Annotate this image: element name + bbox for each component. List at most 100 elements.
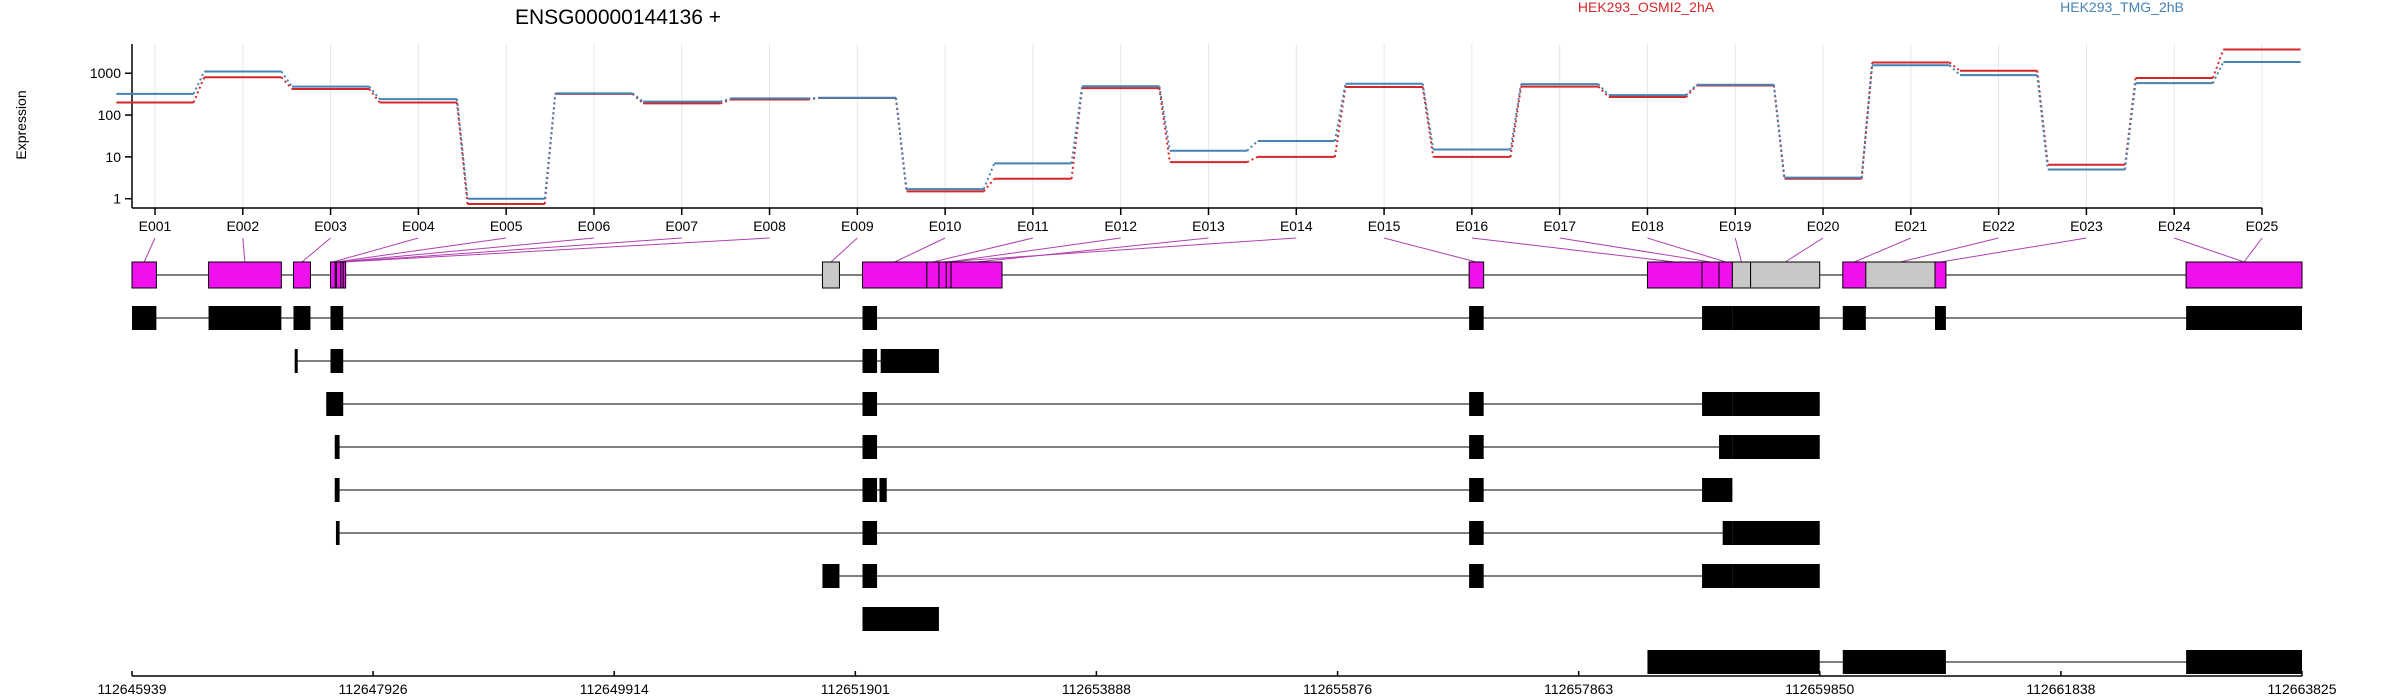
series-tmg-connector-e011 (1070, 86, 1084, 164)
transcript-1-exon-10 (1934, 306, 1946, 330)
x-tick-label-e010: E010 (929, 218, 962, 234)
bin-connector-e017 (1559, 237, 1711, 263)
x-tick-label-e012: E012 (1104, 218, 1137, 234)
transcript-3-exon-2 (862, 392, 878, 416)
transcript-1-exon-7 (1702, 306, 1733, 330)
series-osmi-connector-e007 (720, 98, 732, 105)
transcript-3-exon-3 (1469, 392, 1484, 416)
y-tick-label-1000: 1000 (90, 65, 121, 81)
x-tick-label-e011: E011 (1017, 218, 1049, 234)
y-tick-label-100: 100 (98, 107, 122, 123)
transcript-2-exon-2 (330, 349, 344, 373)
x-tick-label-e018: E018 (1631, 218, 1664, 234)
x-tick-label-e002: E002 (226, 218, 259, 234)
genome-tick-label-1: 112647926 (339, 681, 408, 697)
exon-bin-track (131, 261, 2303, 289)
series-osmi-connector-e013 (1246, 155, 1259, 164)
exon-bin-e019 (1731, 261, 1752, 289)
bin-connector-e014 (942, 237, 1297, 263)
series-tmg-connector-e022 (2036, 75, 2049, 170)
genome-tick-label-0: 112645939 (97, 681, 166, 697)
series-osmi-connector-e011 (1070, 88, 1084, 179)
series-osmi-connector-e012 (1158, 88, 1171, 163)
bin-connector-e023 (1940, 237, 2087, 263)
bin-connector-e005 (335, 237, 507, 263)
series-tmg-connector-e012 (1158, 86, 1171, 151)
bin-connectors (143, 237, 2263, 263)
exon-bin-e002 (208, 261, 282, 289)
series-tmg-connector-e001 (192, 71, 206, 95)
bin-connector-e024 (2174, 237, 2245, 263)
transcript-5-exon-2 (862, 478, 878, 502)
series-tmg-connector-e010 (982, 162, 996, 190)
exon-bin-e016 (1646, 261, 1703, 289)
series-tmg-connector-e003 (368, 85, 381, 100)
bin-connector-e018 (1647, 237, 1726, 263)
transcript-5-exon-4 (1469, 478, 1484, 502)
exon-bin-e006 (336, 261, 342, 289)
series-tmg-connector-e016 (1509, 83, 1523, 150)
transcript-1-exon-3 (293, 306, 311, 330)
exon-bin-e013 (950, 261, 1003, 289)
exon-bin-e009 (821, 261, 840, 289)
transcript-8-exon-2 (880, 607, 939, 631)
bin-connector-e009 (830, 237, 858, 263)
exon-bin-e021 (1842, 261, 1867, 289)
transcript-4-exon-1 (334, 435, 340, 459)
exon-bin-e008 (342, 261, 347, 289)
bin-connector-e004 (332, 237, 419, 263)
legend-entry-tmg: HEK293_TMG_2hB (2060, 0, 2184, 15)
bin-connector-e002 (242, 237, 246, 263)
x-tick-label-e001: E001 (139, 218, 172, 234)
exon-bin-e010 (861, 261, 928, 289)
x-tick-label-e021: E021 (1894, 218, 1927, 234)
series-osmi-connector-e024 (2211, 49, 2225, 79)
y-tick-label-1: 1 (113, 191, 121, 207)
transcript-4-exon-3 (1469, 435, 1484, 459)
x-tick-label-e016: E016 (1456, 218, 1489, 234)
genome-tick-label-3: 112651901 (821, 681, 890, 697)
genome-tick-label-8: 112661838 (2026, 681, 2095, 697)
genome-tick-label-7: 112659850 (1785, 681, 1854, 697)
transcript-7-exon-5 (1732, 564, 1820, 588)
series-tmg-connector-e008 (808, 96, 819, 100)
bin-connector-e011 (932, 237, 1034, 263)
x-tick-label-e003: E003 (314, 218, 347, 234)
transcript-1-exon-5 (862, 306, 878, 330)
x-tick-label-e022: E022 (1982, 218, 2015, 234)
chart-title: ENSG00000144136 + (515, 6, 721, 29)
exon-bin-e014 (938, 261, 947, 289)
bin-connector-e007 (341, 237, 682, 263)
transcript-3-exon-5 (1732, 392, 1820, 416)
bin-connector-e012 (948, 237, 1121, 263)
series-osmi-connector-e023 (2124, 77, 2137, 165)
series-tmg-connector-e020 (1860, 65, 1874, 178)
x-tick-label-e014: E014 (1280, 218, 1313, 234)
bin-connector-e013 (976, 237, 1209, 263)
bin-connector-e020 (1784, 237, 1824, 263)
series-osmi-connector-e006 (631, 93, 644, 105)
bin-connector-e016 (1471, 237, 1675, 263)
series-tmg-connector-e023 (2124, 83, 2137, 170)
series-osmi-connector-e010 (982, 178, 996, 192)
x-tick-label-e015: E015 (1368, 218, 1401, 234)
legend-entry-osmi: HEK293_OSMI2_2hA (1578, 0, 1715, 15)
series-osmi-connector-e002 (280, 76, 293, 90)
series-tmg-connector-e019 (1772, 84, 1786, 178)
series-osmi-connector-e015 (1421, 86, 1435, 158)
transcript-9-exon-2 (1842, 650, 1946, 674)
series-osmi-connector-e017 (1597, 85, 1610, 98)
exon-bin-e015 (1468, 261, 1485, 289)
exon-bin-e012 (945, 261, 952, 289)
series-osmi-connector-e003 (368, 88, 381, 104)
transcript-5-exon-5 (1702, 478, 1733, 502)
series-tmg-connector-e002 (280, 70, 293, 88)
transcript-7-exon-2 (862, 564, 878, 588)
exon-bin-e011 (926, 261, 940, 289)
transcript-3-exon-1 (326, 392, 344, 416)
series-osmi-connector-e021 (1948, 61, 1961, 72)
series-tmg-connector-e015 (1421, 83, 1435, 150)
exon-bin-e025 (2185, 261, 2303, 289)
x-tick-label-e020: E020 (1807, 218, 1840, 234)
